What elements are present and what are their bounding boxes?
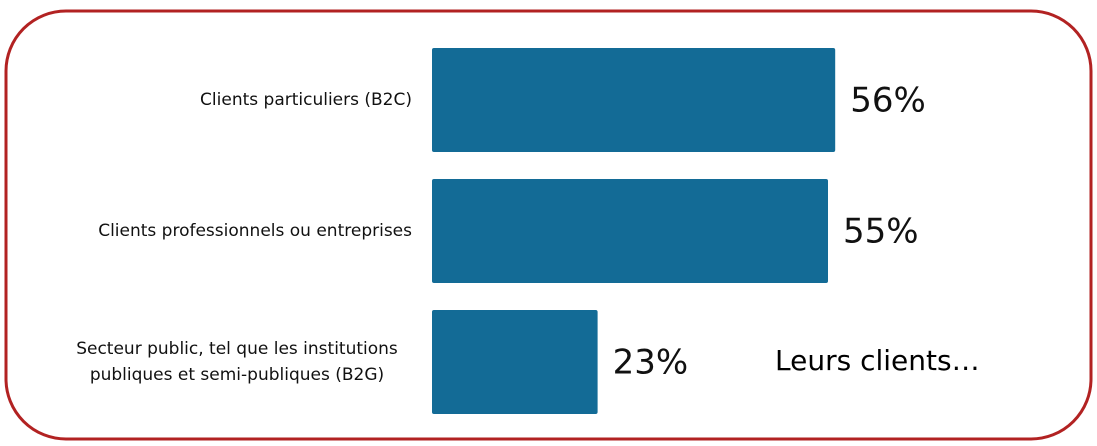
- category-label: Clients professionnels ou entreprises: [98, 221, 412, 241]
- bar: [432, 179, 828, 283]
- bar: [432, 310, 598, 414]
- value-label: 55%: [843, 212, 919, 252]
- bar: [432, 48, 836, 152]
- annotation: Leurs clients…: [775, 344, 980, 377]
- category-label-box: Clients professionnels ou entreprises: [52, 179, 412, 283]
- value-label: 56%: [850, 81, 926, 121]
- frame: [4, 9, 1093, 441]
- category-label: Clients particuliers (B2C): [200, 90, 412, 110]
- category-label-box: Clients particuliers (B2C): [52, 48, 412, 152]
- category-label-box: Secteur public, tel que les institutions…: [52, 310, 412, 414]
- value-label: 23%: [613, 343, 689, 383]
- category-label: Secteur public, tel que les institutions…: [76, 339, 398, 385]
